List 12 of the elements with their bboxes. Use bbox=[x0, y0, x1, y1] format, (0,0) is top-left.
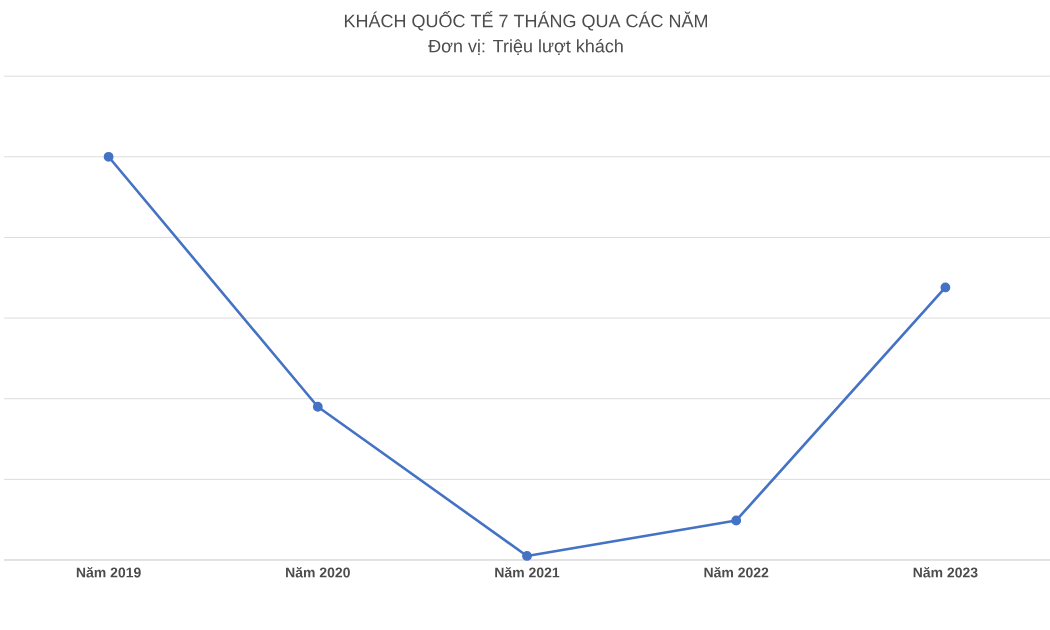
point bbox=[522, 551, 532, 561]
x-tick-label: Năm 2019 bbox=[76, 567, 141, 578]
x-tick-label: Năm 2021 bbox=[495, 567, 560, 578]
point bbox=[103, 151, 114, 162]
x-tick-label: Năm 2022 bbox=[704, 567, 769, 578]
point bbox=[731, 515, 742, 526]
chart-title: KHÁCH QUỐC TẾ 7 THÁNG QUA CÁC NĂM bbox=[344, 11, 708, 31]
x-tick-label: Năm 2020 bbox=[286, 567, 350, 578]
x-tick-label: Năm 2023 bbox=[913, 567, 978, 578]
point bbox=[940, 282, 951, 293]
point bbox=[312, 401, 323, 412]
chart-subtitle: Đơn vị: Triệu lượt khách bbox=[428, 39, 623, 56]
